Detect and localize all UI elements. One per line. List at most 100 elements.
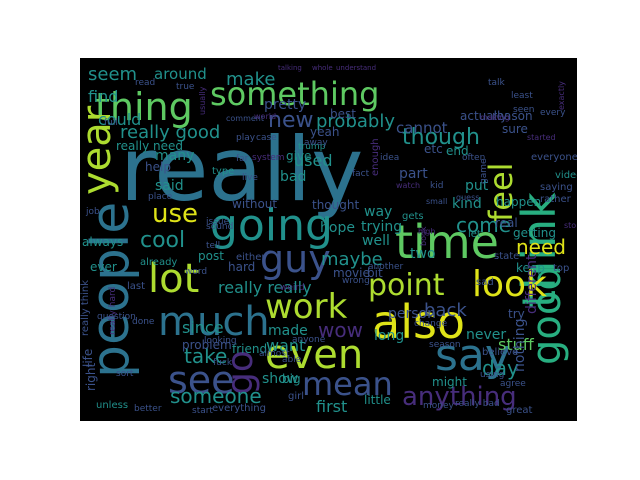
word-see: see: [168, 358, 235, 402]
word-gets: gets: [402, 211, 424, 222]
word-really-good: really good: [120, 122, 220, 143]
word-sad: sad: [476, 277, 494, 288]
word-trump: trump: [298, 142, 326, 152]
word-weird: weird: [280, 283, 305, 293]
word-look: look: [472, 264, 547, 305]
word-try: try: [508, 307, 525, 321]
word-exactly: exactly: [557, 81, 566, 110]
word-might: might: [432, 375, 467, 389]
word-getting: getting: [513, 226, 556, 240]
word-using: using: [480, 370, 504, 380]
word-end: end: [446, 144, 469, 158]
word-story: story: [564, 221, 577, 230]
word-two: two: [410, 246, 436, 262]
word-year: year: [80, 105, 120, 195]
word-something: something: [210, 75, 379, 113]
word-game: game: [479, 158, 489, 184]
word-every: every: [540, 108, 566, 118]
word-cannot: cannot: [396, 119, 448, 137]
word-new: new: [268, 108, 313, 133]
word-done: done: [132, 317, 155, 327]
word-either: either: [236, 252, 266, 263]
word-question: question: [97, 312, 136, 322]
word-put: put: [465, 178, 489, 194]
word-trying: trying: [361, 219, 402, 235]
word-mean: mean: [302, 365, 393, 403]
word-agree: agree: [500, 379, 526, 389]
word-bad: bad: [280, 169, 306, 185]
word-come: come: [456, 213, 511, 237]
word-last: last: [127, 281, 145, 292]
word-little: little: [364, 393, 391, 407]
word-talk: talk: [488, 78, 506, 88]
word-give: give: [286, 149, 311, 163]
word-big: big: [282, 372, 301, 386]
word-say: say: [435, 330, 511, 381]
word-never: never: [466, 327, 506, 343]
word-find: find: [88, 87, 118, 106]
word-could: could: [98, 110, 141, 129]
word-go: go: [220, 350, 261, 395]
word-hope: hope: [320, 220, 355, 236]
word-understand: understand: [336, 64, 376, 72]
word-around: around: [154, 65, 207, 83]
word-part: part: [399, 166, 428, 182]
word-seem: seem: [88, 64, 137, 85]
word-lot: lot: [148, 256, 199, 302]
word-pretty: pretty: [264, 97, 306, 113]
word-probably: probably: [316, 111, 395, 132]
word-started: started: [527, 133, 556, 142]
word-make: make: [226, 69, 275, 90]
word-unless: unless: [96, 400, 128, 411]
word-stuff: stuff: [498, 335, 535, 354]
word-really-bad: really bad: [455, 399, 500, 409]
word-take: take: [184, 344, 227, 368]
word-anything: anything: [402, 382, 517, 412]
word-already: already: [140, 257, 177, 268]
word-going: going: [210, 200, 333, 251]
word-world: world: [254, 112, 276, 121]
word-wrong: wrong: [342, 276, 370, 286]
word-etc: etc: [424, 142, 443, 156]
word-ever: ever: [90, 260, 117, 274]
word-place: place: [148, 192, 173, 202]
word-best: best: [330, 107, 356, 121]
word-actually: actually: [460, 109, 507, 123]
word-issue: issue: [206, 217, 230, 227]
word-change: change: [414, 319, 448, 329]
word-though: though: [402, 125, 480, 150]
word-really-think: really think: [80, 280, 91, 336]
word-long: long: [374, 328, 404, 344]
word-show: show: [262, 371, 298, 387]
word-since: since: [182, 318, 224, 337]
word-without: without: [232, 197, 277, 211]
word-often: often: [462, 153, 485, 163]
word-also: also: [372, 295, 465, 349]
word-full: full: [104, 118, 118, 128]
word-far: far: [236, 154, 249, 164]
word-comment: comment: [226, 114, 264, 123]
word-live: live: [242, 173, 258, 183]
word-able: able: [282, 355, 302, 365]
word-girl: girl: [288, 391, 304, 402]
word-kid: kid: [430, 181, 443, 191]
word-maybe: maybe: [321, 249, 383, 270]
word-saying: saying: [540, 182, 573, 193]
word-believe: believe: [482, 347, 518, 358]
word-person: person: [388, 306, 436, 322]
word-money: money: [423, 401, 455, 411]
word-small: small: [426, 197, 447, 206]
word-happen: happen: [496, 195, 541, 209]
word-anyone: anyone: [292, 335, 326, 345]
word-used: used: [294, 151, 332, 170]
word-rather: rather: [540, 194, 572, 205]
word-looking: looking: [204, 336, 237, 346]
word-good: good: [524, 265, 570, 365]
word-season: season: [429, 340, 461, 350]
word-almost: almost: [259, 349, 290, 359]
word-said: said: [155, 178, 184, 194]
word-read: read: [135, 78, 155, 88]
word-reason: reason: [492, 109, 533, 123]
word-high: high: [418, 227, 435, 236]
